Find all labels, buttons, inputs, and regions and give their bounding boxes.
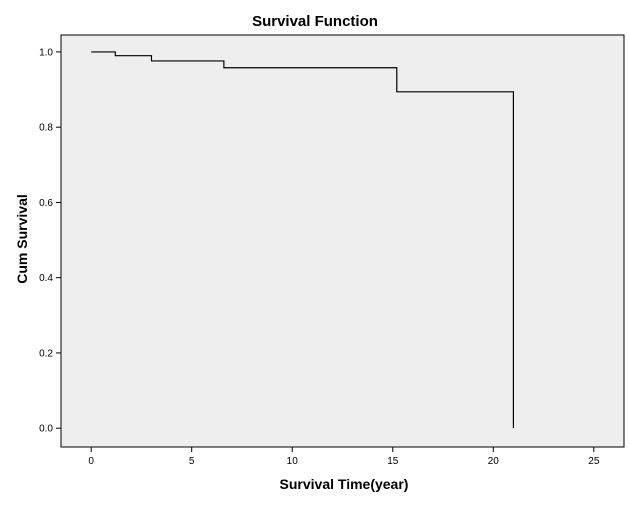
x-tick-label: 25 <box>588 456 600 467</box>
y-tick-label: 1.0 <box>39 47 53 58</box>
y-tick-label: 0.2 <box>39 348 53 359</box>
y-axis: 0.0 0.2 0.4 0.6 0.8 1.0 <box>39 47 61 435</box>
y-axis-label: Cum Survival <box>14 194 30 283</box>
y-tick-label: 0.8 <box>39 123 53 134</box>
x-tick-label: 20 <box>488 456 500 467</box>
x-axis-label: Survival Time(year) <box>280 476 409 492</box>
y-tick-label: 0.4 <box>39 273 53 284</box>
x-tick-label: 0 <box>88 456 94 467</box>
survival-curve <box>91 51 515 429</box>
plot-area <box>60 34 625 448</box>
y-tick-label: 0.6 <box>39 198 53 209</box>
x-tick-label: 15 <box>387 456 399 467</box>
x-axis: 0 5 10 15 20 25 <box>88 447 600 467</box>
x-tick-label: 10 <box>287 456 299 467</box>
series-layer <box>91 51 515 429</box>
y-tick-label: 0.0 <box>39 424 53 435</box>
x-tick-label: 5 <box>189 456 195 467</box>
chart-title: Survival Function <box>252 13 378 30</box>
